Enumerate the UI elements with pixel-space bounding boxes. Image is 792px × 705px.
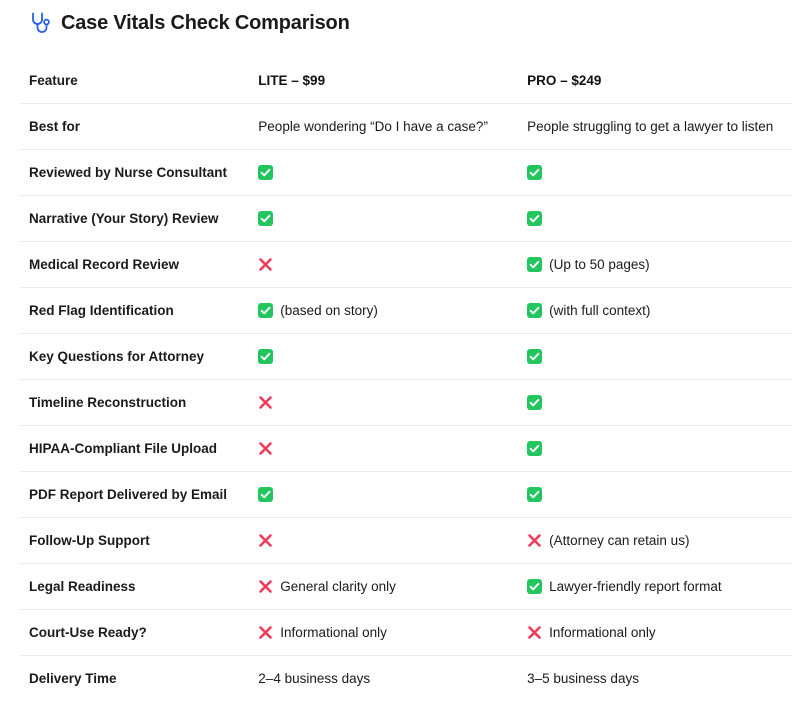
feature-label: Legal Readiness bbox=[29, 579, 136, 594]
check-icon bbox=[258, 165, 274, 180]
pro-cell: (Up to 50 pages) bbox=[527, 257, 792, 272]
pro-cell: (Attorney can retain us) bbox=[527, 533, 792, 548]
cross-icon bbox=[527, 625, 542, 640]
check-icon bbox=[527, 211, 543, 226]
lite-cell-text: Informational only bbox=[280, 625, 387, 640]
page-title: Case Vitals Check Comparison bbox=[61, 11, 350, 34]
cross-icon bbox=[258, 625, 273, 640]
pro-cell-text: (with full context) bbox=[549, 303, 651, 318]
table-row: Timeline Reconstruction bbox=[20, 380, 792, 426]
check-icon bbox=[258, 487, 274, 502]
feature-label: Best for bbox=[29, 119, 81, 134]
lite-cell: Informational only bbox=[258, 625, 527, 640]
check-icon bbox=[258, 211, 274, 226]
feature-label: HIPAA-Compliant File Upload bbox=[29, 441, 217, 456]
feature-label: Court-Use Ready? bbox=[29, 625, 147, 640]
lite-cell-text: General clarity only bbox=[280, 579, 396, 594]
cross-icon bbox=[258, 395, 273, 410]
lite-cell bbox=[258, 165, 527, 180]
check-icon bbox=[527, 303, 543, 318]
column-header-pro: PRO – $249 bbox=[527, 73, 602, 88]
table-row: Reviewed by Nurse Consultant bbox=[20, 150, 792, 196]
pro-cell-text: Informational only bbox=[549, 625, 656, 640]
check-icon bbox=[527, 441, 543, 456]
column-header-lite: LITE – $99 bbox=[258, 73, 326, 88]
lite-cell bbox=[258, 533, 527, 548]
check-icon bbox=[527, 579, 543, 594]
cross-icon bbox=[258, 441, 273, 456]
table-header-row: Feature LITE – $99 PRO – $249 bbox=[20, 58, 792, 104]
feature-label: Reviewed by Nurse Consultant bbox=[29, 165, 228, 180]
lite-cell-text: People wondering “Do I have a case?” bbox=[258, 119, 488, 134]
table-row: HIPAA-Compliant File Upload bbox=[20, 426, 792, 472]
table-row: Narrative (Your Story) Review bbox=[20, 196, 792, 242]
check-icon bbox=[527, 349, 543, 364]
table-row: PDF Report Delivered by Email bbox=[20, 472, 792, 518]
pro-cell-text: 3–5 business days bbox=[527, 671, 639, 686]
pro-cell: (with full context) bbox=[527, 303, 792, 318]
lite-cell bbox=[258, 395, 527, 410]
comparison-table: Feature LITE – $99 PRO – $249 Best for Pe… bbox=[20, 58, 792, 701]
pro-cell-text: Lawyer-friendly report format bbox=[549, 579, 722, 594]
pro-cell-text: People struggling to get a lawyer to lis… bbox=[527, 119, 774, 134]
pro-cell bbox=[527, 487, 792, 502]
check-icon bbox=[258, 303, 274, 318]
pro-cell: Lawyer-friendly report format bbox=[527, 579, 792, 594]
page-header: Case Vitals Check Comparison bbox=[30, 8, 350, 38]
column-header-feature: Feature bbox=[29, 73, 78, 88]
lite-cell bbox=[258, 487, 527, 502]
check-icon bbox=[527, 487, 543, 502]
pro-cell: 3–5 business days bbox=[527, 671, 792, 686]
table-row: Delivery Time 2–4 business days 3–5 busine… bbox=[20, 656, 792, 701]
check-icon bbox=[258, 349, 274, 364]
pro-cell bbox=[527, 441, 792, 456]
check-icon bbox=[527, 257, 543, 272]
feature-label: Narrative (Your Story) Review bbox=[29, 211, 219, 226]
pro-cell bbox=[527, 349, 792, 364]
feature-label: Timeline Reconstruction bbox=[29, 395, 187, 410]
check-icon bbox=[527, 395, 543, 410]
table-row: Key Questions for Attorney bbox=[20, 334, 792, 380]
feature-label: Key Questions for Attorney bbox=[29, 349, 205, 364]
cross-icon bbox=[258, 579, 273, 594]
lite-cell bbox=[258, 349, 527, 364]
feature-label: Follow-Up Support bbox=[29, 533, 150, 548]
cross-icon bbox=[527, 533, 542, 548]
lite-cell: 2–4 business days bbox=[258, 671, 527, 686]
table-row: Court-Use Ready? Informational only Inform… bbox=[20, 610, 792, 656]
feature-label: PDF Report Delivered by Email bbox=[29, 487, 228, 502]
lite-cell bbox=[258, 441, 527, 456]
pro-cell bbox=[527, 165, 792, 180]
table-row: Follow-Up Support (Attorney can retain us… bbox=[20, 518, 792, 564]
lite-cell: People wondering “Do I have a case?” bbox=[258, 119, 527, 134]
feature-label: Medical Record Review bbox=[29, 257, 180, 272]
feature-label: Red Flag Identification bbox=[29, 303, 174, 318]
pro-cell bbox=[527, 211, 792, 226]
lite-cell: (based on story) bbox=[258, 303, 527, 318]
table-row: Medical Record Review (Up to 50 pages) bbox=[20, 242, 792, 288]
check-icon bbox=[527, 165, 543, 180]
pro-cell-text: (Up to 50 pages) bbox=[549, 257, 650, 272]
lite-cell bbox=[258, 257, 527, 272]
lite-cell bbox=[258, 211, 527, 226]
cross-icon bbox=[258, 257, 273, 272]
table-row: Best for People wondering “Do I have a ca… bbox=[20, 104, 792, 150]
table-row: Red Flag Identification (based on story) (… bbox=[20, 288, 792, 334]
table-row: Legal Readiness General clarity only Lawye… bbox=[20, 564, 792, 610]
lite-cell-text: (based on story) bbox=[280, 303, 378, 318]
pro-cell bbox=[527, 395, 792, 410]
cross-icon bbox=[258, 533, 273, 548]
pro-cell-text: (Attorney can retain us) bbox=[549, 533, 690, 548]
pro-cell: Informational only bbox=[527, 625, 792, 640]
lite-cell: General clarity only bbox=[258, 579, 527, 594]
lite-cell-text: 2–4 business days bbox=[258, 671, 371, 686]
stethoscope-icon bbox=[30, 11, 52, 35]
feature-label: Delivery Time bbox=[29, 671, 117, 686]
pro-cell: People struggling to get a lawyer to lis… bbox=[527, 119, 792, 134]
